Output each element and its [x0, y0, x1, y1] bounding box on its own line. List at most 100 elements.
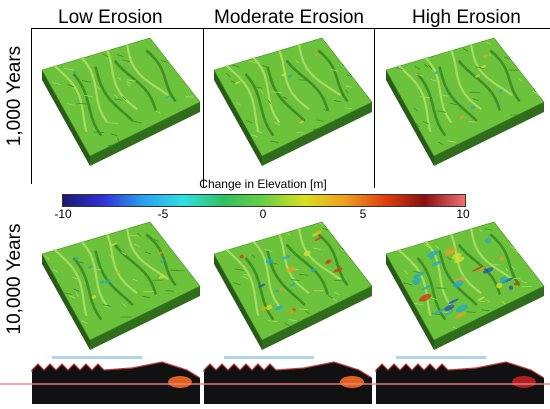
terrain-low-erosion-row1-change-8 — [159, 259, 166, 263]
terrain-high-erosion-row1-change-13 — [444, 311, 453, 316]
terrain-moderate-erosion-row0-texture-4 — [251, 134, 258, 138]
terrain-low-erosion-row0-valley-2 — [114, 60, 157, 111]
terrain-moderate-erosion-row1-texture-19 — [305, 310, 310, 315]
terrain-high-erosion-row0-texture-3 — [476, 66, 484, 69]
terrain-moderate-erosion-row1-ridge-3 — [298, 227, 341, 280]
terrain-low-erosion-row0-valley-3 — [145, 49, 177, 102]
terrain-low-erosion-row1-texture-3 — [128, 234, 140, 237]
panel-divider-top — [31, 28, 550, 29]
terrain-low-erosion-row1-texture-10 — [121, 251, 127, 256]
terrain-high-erosion-row1-change-21 — [454, 312, 467, 319]
terrain-high-erosion-row0-texture-7 — [472, 98, 479, 102]
terrain-moderate-erosion-row1-texture-12 — [299, 273, 309, 276]
terrain-low-erosion-row0-texture-17 — [81, 80, 91, 83]
colorbar-title: Change in Elevation [m] — [199, 177, 327, 191]
colorbar-tick-neg10: -10 — [54, 207, 72, 221]
terrain-moderate-erosion-row0-texture-23 — [298, 79, 308, 81]
terrain-moderate-erosion-row0-texture-8 — [245, 119, 253, 124]
terrain-moderate-erosion-row0-valley-2 — [286, 60, 329, 111]
terrain-low-erosion-row1-change-5 — [74, 256, 79, 261]
terrain-high-erosion-row0-change-4 — [483, 54, 488, 58]
panel-divider-left — [31, 28, 32, 184]
terrain-low-erosion-row0-texture-27 — [156, 110, 161, 114]
terrain-moderate-erosion-row0-valley-0 — [244, 73, 274, 137]
terrain-high-erosion-row1-texture-7 — [511, 265, 516, 270]
terrain-moderate-erosion-row0-texture-10 — [270, 140, 279, 143]
terrain-high-erosion-row1-valley-3 — [489, 233, 521, 286]
terrain-high-erosion-row0-change-6 — [470, 106, 476, 110]
terrain-moderate-erosion-row1-texture-21 — [334, 275, 338, 280]
terrain-moderate-erosion-row1-texture-3 — [319, 222, 324, 227]
terrain-low-erosion-row0-texture-24 — [133, 121, 142, 124]
terrain-low-erosion-row0-texture-7 — [114, 98, 123, 101]
colorbar-tick-5: 5 — [359, 207, 367, 221]
terrain-high-erosion-row1-valley-0 — [416, 257, 446, 321]
terrain-low-erosion-row0-texture-15 — [161, 60, 168, 63]
terrain-high-erosion-row1-texture-6 — [446, 256, 452, 261]
terrain-high-erosion-row1-change-22 — [482, 267, 494, 274]
terrain-moderate-erosion-row1-change-4 — [285, 266, 296, 273]
terrain-moderate-erosion-row1-texture-22 — [288, 319, 298, 322]
cross-section-channel-2 — [512, 376, 536, 388]
terrain-low-erosion-row0-ridge-2 — [106, 49, 138, 110]
terrain-moderate-erosion-row1-texture-27 — [333, 279, 343, 282]
terrain-high-erosion-row1-change-11 — [455, 304, 469, 313]
terrain-high-erosion-row1-change-1 — [419, 293, 432, 302]
terrain-high-erosion-row0-texture-17 — [415, 122, 420, 128]
terrain-high-erosion-row1-texture-27 — [429, 297, 438, 300]
terrain-high-erosion-row1-change-29 — [471, 266, 483, 272]
terrain-low-erosion-row0-texture-12 — [126, 79, 137, 82]
terrain-high-erosion-row0-texture-5 — [449, 102, 457, 106]
terrain-moderate-erosion-row0-texture-1 — [253, 86, 263, 89]
terrain-high-erosion-row0-side-front — [434, 102, 544, 166]
elevation-colorbar: Change in Elevation [m] -10 -5 0 5 10 — [54, 177, 469, 222]
terrain-low-erosion-row1-texture-22 — [75, 260, 84, 264]
terrain-high-erosion-row0-texture-16 — [395, 66, 403, 71]
terrain-moderate-erosion-row1-change-10 — [310, 268, 316, 273]
terrain-low-erosion-row0-texture-21 — [84, 94, 93, 98]
terrain-moderate-erosion-row0-texture-24 — [271, 91, 282, 93]
terrain-low-erosion-row0-change-1 — [165, 95, 170, 99]
terrain-low-erosion-row0-valley-1 — [94, 66, 134, 122]
terrain-moderate-erosion-row1-change-2 — [265, 304, 273, 310]
terrain-high-erosion-row1-texture-13 — [414, 303, 424, 306]
terrain-moderate-erosion-row0-texture-6 — [260, 89, 264, 95]
terrain-high-erosion-row1-change-0 — [499, 256, 505, 261]
terrain-moderate-erosion-row0-texture-14 — [323, 109, 330, 112]
terrain-high-erosion-row0-ridge-2 — [450, 49, 482, 110]
terrain-high-erosion-row1-texture-16 — [403, 282, 413, 286]
terrain-moderate-erosion-row1-change-17 — [265, 258, 273, 264]
colorbar-gradient — [62, 194, 466, 207]
terrain-low-erosion-row1-texture-1 — [68, 295, 76, 299]
terrain-moderate-erosion-row1-side-left — [214, 254, 262, 350]
terrain-high-erosion-row0-texture-0 — [415, 73, 425, 77]
terrain-moderate-erosion-row0-change-2 — [287, 74, 293, 78]
terrain-high-erosion-row1-change-2 — [421, 285, 431, 291]
terrain-low-erosion-row1-texture-14 — [52, 268, 58, 273]
terrain-moderate-erosion-row1-change-0 — [325, 259, 332, 264]
terrain-high-erosion-row0-texture-15 — [437, 110, 446, 113]
terrain-low-erosion-row1-texture-13 — [165, 290, 174, 292]
terrain-moderate-erosion-row0-ridge-3 — [298, 43, 341, 96]
terrain-moderate-erosion-row1-texture-23 — [332, 298, 338, 302]
terrain-high-erosion-row1-texture-8 — [424, 243, 430, 248]
terrain-high-erosion-row1-change-24 — [484, 237, 491, 244]
terrain-high-erosion-row1-change-4 — [431, 260, 442, 267]
terrain-low-erosion-row1-change-9 — [91, 295, 96, 299]
terrain-moderate-erosion-row1-ridge-2 — [278, 233, 310, 294]
terrain-high-erosion-row0-valley-2 — [458, 60, 501, 111]
terrain-high-erosion-row0-valley-1 — [438, 66, 478, 122]
terrain-low-erosion-row1-texture-9 — [109, 254, 113, 260]
terrain-moderate-erosion-row0-texture-18 — [312, 127, 320, 131]
terrain-low-erosion-row0-texture-18 — [108, 122, 119, 124]
column-title-moderate-erosion: Moderate Erosion — [214, 7, 364, 28]
terrain-moderate-erosion-row0-texture-15 — [346, 74, 353, 78]
terrain-high-erosion-row0-valley-0 — [416, 73, 446, 137]
terrain-high-erosion-row1-texture-11 — [435, 287, 447, 289]
terrain-high-erosion-row0-texture-21 — [485, 41, 491, 45]
terrain-high-erosion-row1-change-20 — [496, 282, 503, 289]
cross-section-water-1 — [224, 356, 314, 359]
terrain-low-erosion-row1-ridge-0 — [53, 249, 88, 316]
terrain-low-erosion-row1-texture-4 — [153, 238, 160, 242]
